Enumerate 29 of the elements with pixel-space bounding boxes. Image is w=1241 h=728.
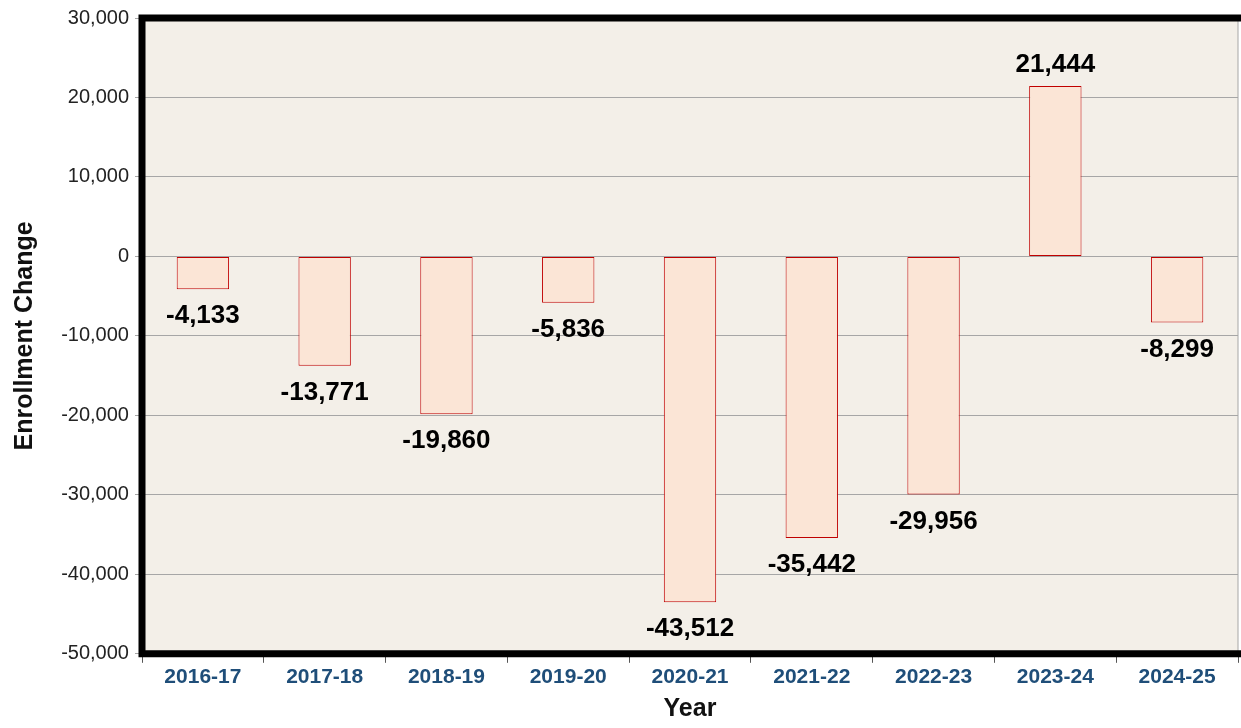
y-tick-label: 10,000 <box>67 164 129 187</box>
y-tick-label: -40,000 <box>61 561 129 584</box>
x-tick-label: 2022-23 <box>895 664 973 688</box>
y-tick-label: -30,000 <box>61 482 129 505</box>
x-axis-title: Year <box>663 692 717 721</box>
data-label: -5,836 <box>531 312 606 343</box>
x-tick-label: 2021-22 <box>773 664 851 688</box>
y-tick-label: -10,000 <box>61 323 129 346</box>
data-label: -43,512 <box>645 612 735 643</box>
y-tick-label: 30,000 <box>67 5 129 28</box>
data-label: -13,771 <box>280 376 369 407</box>
data-label: -29,956 <box>889 504 978 535</box>
data-label: -8,299 <box>1140 332 1214 363</box>
x-tick-label: 2024-25 <box>1138 664 1216 688</box>
data-label: -4,133 <box>166 299 240 330</box>
x-tick-label: 2018-19 <box>407 664 485 688</box>
x-tick-label: 2023-24 <box>1016 664 1095 688</box>
y-tick-label: 20,000 <box>67 84 129 107</box>
data-label: -19,860 <box>402 424 491 455</box>
y-tick-label: -20,000 <box>61 402 129 425</box>
data-label: 21,444 <box>1015 48 1096 78</box>
x-tick-label: 2019-20 <box>529 664 607 688</box>
x-tick-label: 2020-21 <box>651 664 729 688</box>
y-axis-title: Enrollment Change <box>8 221 37 451</box>
x-tick-label: 2017-18 <box>286 664 364 688</box>
x-tick-label: 2016-17 <box>164 664 242 688</box>
y-tick-label: -50,000 <box>61 641 129 664</box>
data-label: -35,442 <box>767 548 856 579</box>
y-tick-label: 0 <box>117 243 129 266</box>
